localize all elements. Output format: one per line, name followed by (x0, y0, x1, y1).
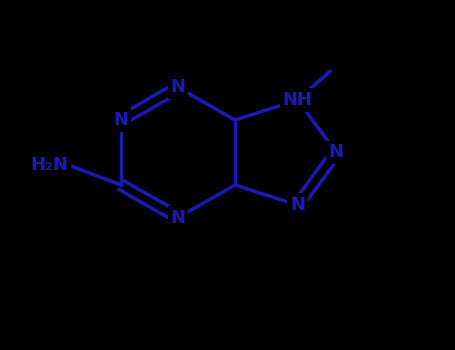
Text: N: N (171, 78, 186, 97)
Text: H₂N: H₂N (30, 156, 68, 174)
Text: NH: NH (283, 91, 313, 109)
Text: N: N (114, 111, 129, 129)
Text: N: N (171, 209, 186, 226)
Text: N: N (290, 196, 305, 214)
Text: N: N (329, 144, 344, 161)
